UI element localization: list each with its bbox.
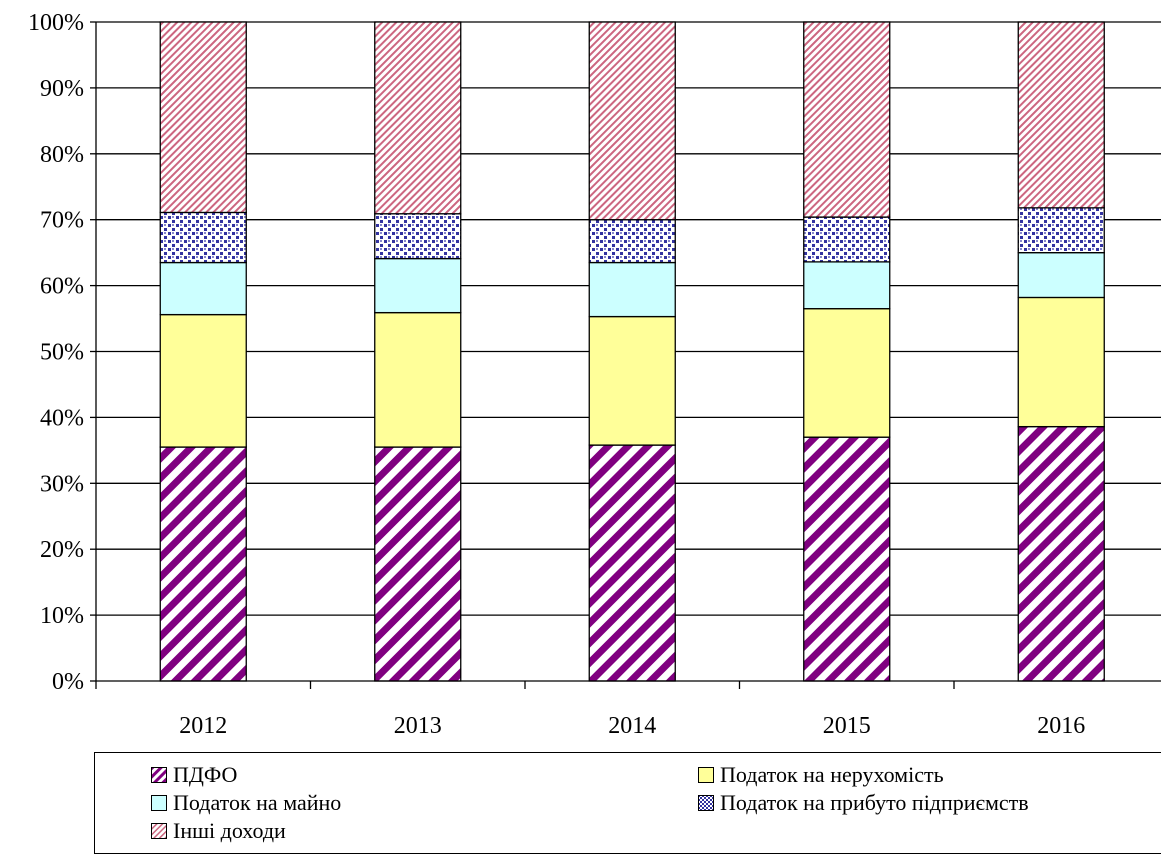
bar-segment [374, 213, 462, 260]
bar-segment [588, 444, 676, 682]
x-tick-label: 2014 [608, 713, 656, 739]
y-tick-label: 0% [52, 669, 84, 695]
x-tick-label: 2015 [823, 713, 871, 739]
y-tick-label: 20% [40, 537, 84, 563]
legend-swatch-other [151, 823, 167, 839]
tick-labels: 0% 10% 20% 30% 40% 50% 60% 70% 80% 90% 100% 2012 201… [28, 10, 1085, 739]
legend-swatch-profit [698, 795, 714, 811]
y-tick-label: 30% [40, 471, 84, 497]
y-tick-label: 60% [40, 274, 84, 300]
bar-segment [803, 261, 891, 310]
bar-segment [374, 257, 462, 314]
y-tick-label: 90% [40, 76, 84, 102]
x-tick-label: 2016 [1037, 713, 1085, 739]
bar-segment [159, 261, 247, 316]
bar-segment [1017, 425, 1105, 682]
y-tick-label: 100% [28, 10, 84, 36]
legend: ПДФО Податок на нерухомість Податок на м… [94, 752, 1161, 854]
bar-segment [1017, 251, 1105, 299]
legend-label: Податок на прибуто підприємств [720, 790, 1029, 815]
y-tick-label: 50% [40, 340, 84, 366]
bar-segment [374, 21, 462, 215]
bar-segment [588, 261, 676, 318]
bar-segment [588, 21, 676, 221]
bar-segment [803, 216, 891, 263]
bar-segment [159, 313, 247, 448]
legend-item: Податок на майно [151, 791, 341, 815]
bar-segment [159, 21, 247, 214]
bar-segment [159, 446, 247, 682]
legend-label: Інші доходи [173, 818, 286, 843]
legend-label: ПДФО [173, 762, 238, 787]
bar-segment [803, 436, 891, 682]
legend-swatch-pdfo [151, 767, 167, 783]
bar-segment [374, 446, 462, 682]
bar-segment [159, 211, 247, 264]
bar-segment [1017, 21, 1105, 209]
y-tick-label: 70% [40, 208, 84, 234]
legend-label: Податок на нерухомість [720, 762, 944, 787]
bar-segment [1017, 296, 1105, 428]
axes [90, 21, 1161, 689]
legend-item: Інші доходи [151, 819, 286, 843]
y-tick-label: 80% [40, 142, 84, 168]
legend-item: Податок на нерухомість [698, 763, 944, 787]
legend-item: ПДФО [151, 763, 237, 787]
y-tick-label: 40% [40, 405, 84, 431]
stacked-bar-chart: 0% 10% 20% 30% 40% 50% 60% 70% 80% 90% 100% 2012 201… [28, 10, 1161, 739]
legend-item: Податок на прибуто підприємств [698, 791, 1029, 815]
bar-segment [588, 219, 676, 264]
legend-swatch-property [698, 767, 714, 783]
legend-label: Податок на майно [173, 790, 342, 815]
legend-swatch-assets [151, 795, 167, 811]
bar-segment [803, 308, 891, 438]
x-tick-label: 2012 [179, 713, 227, 739]
bars [159, 21, 1105, 682]
bar-segment [374, 311, 462, 448]
y-tick-label: 10% [40, 603, 84, 629]
bar-segment [1017, 207, 1105, 254]
bar-segment [803, 21, 891, 218]
x-tick-label: 2013 [394, 713, 442, 739]
bar-segment [588, 315, 676, 446]
